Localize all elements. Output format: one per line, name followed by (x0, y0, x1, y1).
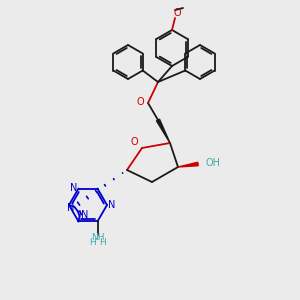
Text: N: N (108, 200, 116, 210)
Text: H: H (99, 238, 106, 247)
Text: O: O (173, 8, 181, 18)
Text: OH: OH (206, 158, 221, 168)
Polygon shape (178, 162, 198, 167)
Text: NH: NH (91, 233, 104, 242)
Text: O: O (130, 137, 138, 147)
Text: N: N (70, 182, 77, 193)
Text: H: H (89, 238, 96, 247)
Text: N: N (81, 210, 88, 220)
Polygon shape (156, 119, 170, 143)
Text: O: O (136, 97, 144, 107)
Text: N: N (67, 203, 74, 213)
